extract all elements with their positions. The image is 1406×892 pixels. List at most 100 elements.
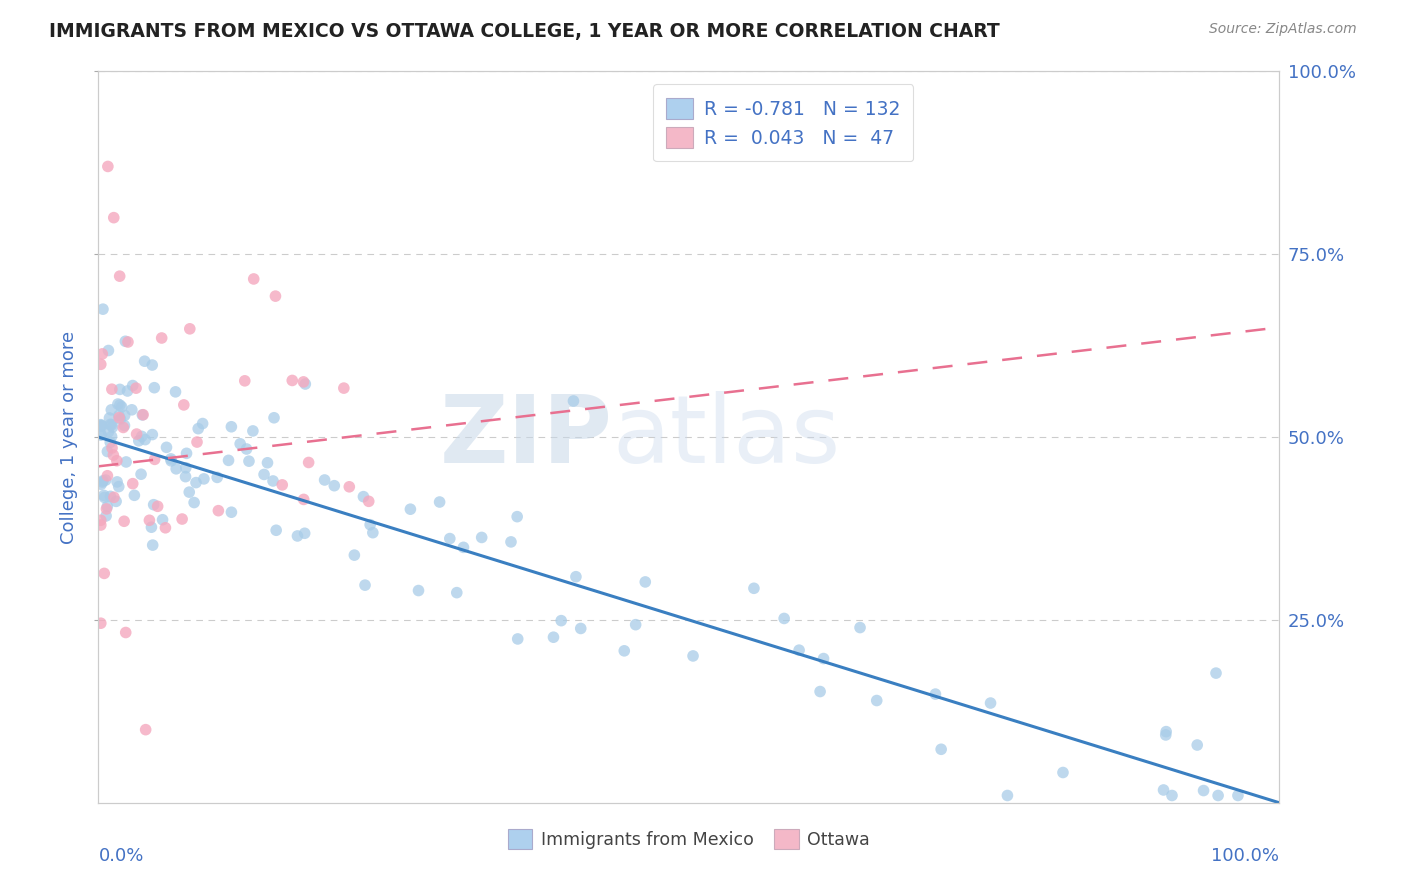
Point (105, 494, 128, 508)
Point (271, 478, 294, 492)
Point (221, 505, 243, 519)
Point (93, 488, 115, 502)
Point (101, 382, 124, 396)
Point (117, 384, 139, 398)
Point (155, 441, 177, 455)
Point (235, 442, 257, 456)
Point (100, 429, 122, 443)
Point (193, 472, 215, 486)
Point (264, 523, 287, 537)
Point (624, 617, 647, 632)
Y-axis label: College, 1 year or more: College, 1 year or more (60, 331, 79, 543)
Point (160, 451, 183, 466)
Point (205, 470, 228, 484)
Point (91, 302, 114, 317)
Point (114, 418, 136, 433)
Point (294, 377, 316, 392)
Point (142, 538, 165, 552)
Point (333, 381, 356, 395)
Point (253, 467, 276, 482)
Point (110, 412, 132, 426)
Point (98, 411, 121, 425)
Point (429, 495, 451, 509)
Point (91, 475, 114, 489)
Text: 0.0%: 0.0% (98, 847, 143, 864)
Point (1154, 728, 1177, 742)
Point (343, 548, 366, 562)
Point (787, 643, 810, 657)
Point (924, 687, 946, 701)
Point (90, 418, 112, 433)
Point (107, 480, 129, 494)
Point (129, 467, 152, 482)
Point (108, 410, 131, 425)
Point (121, 378, 143, 392)
Point (207, 503, 229, 517)
Point (98, 435, 121, 450)
Point (682, 648, 704, 663)
Point (96, 444, 118, 458)
Point (1153, 783, 1175, 797)
Point (131, 429, 153, 443)
Point (242, 424, 264, 438)
Point (352, 490, 374, 504)
Legend: Immigrants from Mexico, Ottawa: Immigrants from Mexico, Ottawa (501, 822, 877, 856)
Point (262, 474, 284, 488)
Point (808, 684, 831, 698)
Point (565, 570, 588, 584)
Point (323, 478, 346, 492)
Point (93, 566, 115, 581)
Point (125, 381, 148, 395)
Point (1206, 789, 1229, 803)
Point (141, 520, 163, 534)
Point (354, 578, 377, 592)
Point (112, 420, 135, 434)
Point (359, 517, 381, 532)
Point (114, 334, 136, 349)
Point (191, 417, 214, 431)
Point (114, 409, 136, 423)
Point (229, 437, 252, 451)
Point (499, 535, 522, 549)
Point (91, 347, 114, 361)
Point (90, 513, 112, 527)
Point (742, 582, 765, 596)
Point (117, 334, 139, 349)
Point (292, 375, 315, 389)
Point (94, 473, 117, 487)
Point (141, 427, 163, 442)
Point (108, 398, 131, 412)
Point (506, 632, 529, 646)
Point (128, 434, 150, 448)
Point (90, 417, 112, 432)
Point (134, 433, 156, 447)
Point (174, 469, 197, 483)
Text: 100.0%: 100.0% (1212, 847, 1279, 864)
Point (287, 529, 309, 543)
Point (264, 289, 287, 303)
Point (218, 453, 240, 467)
Point (866, 693, 889, 707)
Point (813, 651, 835, 665)
Point (543, 630, 565, 644)
Point (165, 384, 187, 399)
Point (90, 428, 112, 442)
Point (134, 354, 156, 368)
Point (174, 460, 197, 475)
Point (506, 509, 529, 524)
Point (152, 513, 174, 527)
Point (143, 381, 166, 395)
Point (101, 420, 124, 434)
Point (1161, 789, 1184, 803)
Point (562, 394, 585, 409)
Point (361, 525, 384, 540)
Point (172, 512, 194, 526)
Text: IMMIGRANTS FROM MEXICO VS OTTAWA COLLEGE, 1 YEAR OR MORE CORRELATION CHART: IMMIGRANTS FROM MEXICO VS OTTAWA COLLEGE… (49, 22, 1000, 41)
Point (105, 475, 128, 489)
Point (1154, 724, 1177, 739)
Point (314, 473, 336, 487)
Point (1052, 765, 1074, 780)
Point (176, 446, 198, 460)
Point (97, 160, 120, 174)
Point (613, 644, 636, 658)
